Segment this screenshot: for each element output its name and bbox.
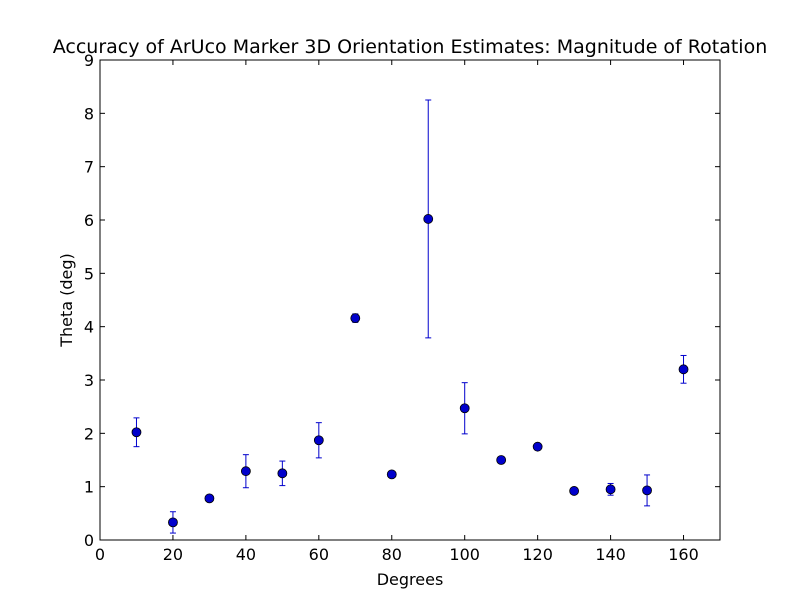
y-tick-label: 1 — [84, 478, 94, 497]
y-tick-label: 4 — [84, 318, 94, 337]
y-tick-label: 8 — [84, 104, 94, 123]
y-tick-label: 3 — [84, 371, 94, 390]
data-point — [605, 484, 616, 495]
data-point — [569, 486, 580, 496]
plot-area — [99, 59, 721, 541]
data-point — [678, 364, 689, 375]
data-point — [532, 441, 543, 452]
data-point — [459, 403, 470, 414]
data-point — [386, 469, 397, 480]
data-point — [168, 517, 178, 528]
data-point — [204, 493, 215, 504]
y-tick-label: 6 — [84, 211, 94, 230]
y-tick-label: 9 — [84, 51, 94, 70]
x-tick-label: 40 — [236, 545, 256, 564]
y-tick-label: 0 — [84, 531, 94, 550]
plot-frame — [99, 59, 721, 541]
data-point — [350, 313, 361, 324]
x-tick-label: 140 — [595, 545, 626, 564]
x-tick-label: 0 — [95, 545, 105, 564]
x-tick-label: 120 — [522, 545, 553, 564]
x-tick-label: 100 — [449, 545, 480, 564]
y-tick-label: 5 — [84, 264, 94, 283]
x-tick-label: 60 — [309, 545, 329, 564]
data-point — [496, 455, 507, 465]
data-point — [423, 214, 434, 224]
x-tick-label: 160 — [668, 545, 699, 564]
data-point — [131, 427, 142, 438]
y-tick-label: 2 — [84, 424, 94, 443]
x-axis-label: Degrees — [377, 570, 444, 589]
x-axis: 0 20 40 60 80 100 120 140 160 — [95, 60, 699, 564]
y-axis-label: Theta (deg) — [57, 253, 76, 348]
y-tick-label: 7 — [84, 158, 94, 177]
chart-title: Accuracy of ArUco Marker 3D Orientation … — [53, 36, 768, 58]
data-point — [277, 468, 288, 479]
data-point — [642, 485, 652, 496]
data-point — [313, 435, 324, 446]
x-tick-label: 80 — [382, 545, 402, 564]
data-point — [240, 466, 251, 477]
x-tick-label: 20 — [163, 545, 183, 564]
y-axis: 0 1 2 3 4 5 6 7 8 9 — [84, 51, 720, 550]
marker-series — [131, 214, 689, 528]
